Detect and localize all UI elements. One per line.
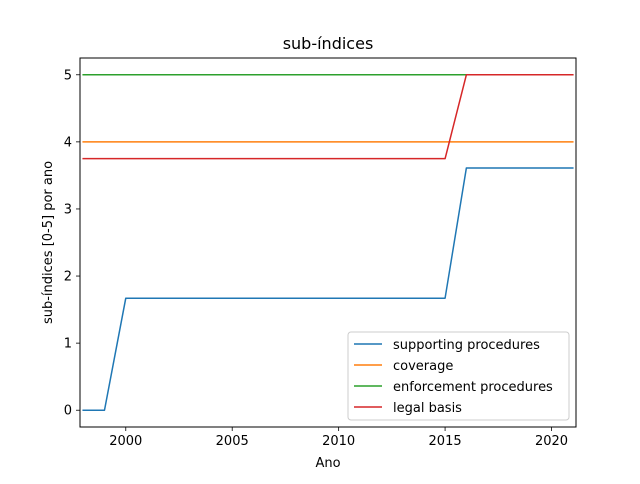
series-line-4 [82, 74, 574, 160]
y-tick-label: 0 [64, 404, 72, 419]
legend-box [347, 331, 570, 421]
x-tick-label: 2005 [216, 434, 249, 449]
x-tick-label: 2020 [535, 434, 568, 449]
y-tick-label: 3 [64, 202, 72, 217]
x-tick-label: 2000 [109, 434, 142, 449]
legend-label: enforcement procedures [393, 380, 553, 395]
y-axis: 0 1 2 3 4 5 [64, 68, 80, 419]
x-tick-label: 2010 [322, 434, 355, 449]
y-tick-label: 1 [64, 337, 72, 352]
plot-frame [79, 57, 577, 428]
legend: supporting procedures coverage enforcement… [347, 331, 570, 421]
y-tick-label: 4 [64, 135, 72, 150]
legend-label: coverage [393, 359, 453, 374]
x-tick-label: 2015 [429, 434, 462, 449]
y-tick-label: 5 [64, 68, 72, 83]
x-axis: 2000 2005 2010 2015 2020 [109, 427, 568, 449]
legend-label: legal basis [393, 401, 462, 416]
y-tick-label: 2 [64, 270, 72, 285]
legend-label: supporting procedures [393, 338, 540, 353]
series-layer [82, 74, 574, 411]
x-axis-label: Ano [315, 456, 340, 471]
y-axis-label: sub-índices [0-5] por ano [41, 161, 56, 324]
chart-title: sub-índices [283, 34, 374, 53]
series-line-1 [82, 167, 574, 411]
